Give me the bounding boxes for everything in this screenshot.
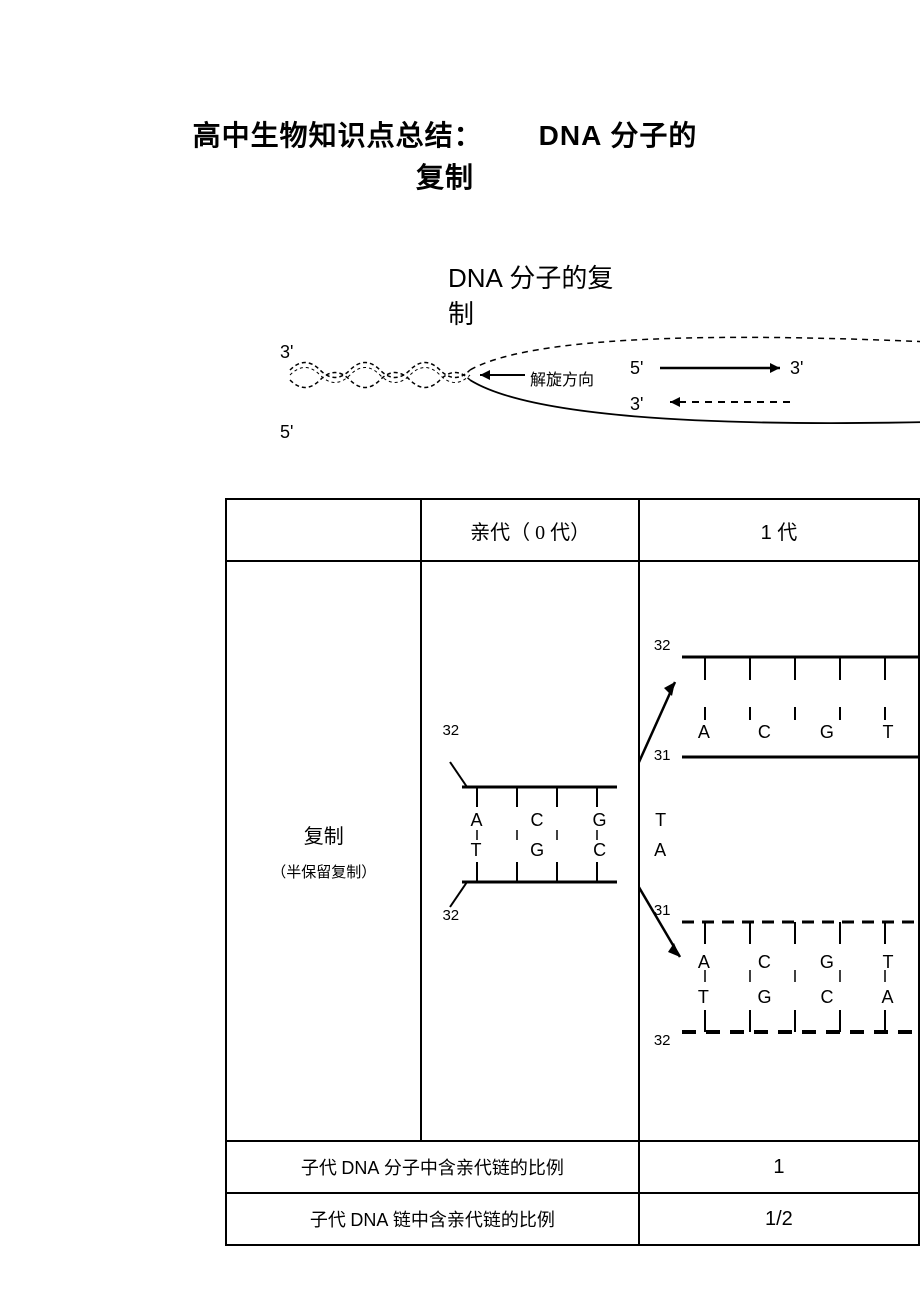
header-gen1: 1 代: [639, 499, 919, 561]
subtitle-post: 分子的复: [503, 264, 614, 293]
footer2-label: 子代 DNA 链中含亲代链的比例: [226, 1193, 639, 1245]
title-dna: DNA: [539, 120, 603, 151]
title-line2: 复制: [416, 163, 474, 194]
gen1-diagram-cell: 32 31 A C G T 31 32 A C G T T G C A: [639, 561, 919, 1141]
page-title: 高中生物知识点总结： DNA 分子的 复制: [125, 115, 765, 200]
title-prefix: 高中生物知识点总结：: [193, 121, 483, 152]
replication-table: 亲代（ 0 代） 1 代 复制 （半保留复制） 32 32: [225, 498, 920, 1246]
subtitle-line2: 制: [448, 300, 474, 329]
header-blank: [226, 499, 421, 561]
replication-label-cell: 复制 （半保留复制）: [226, 561, 421, 1141]
footer1-val: 1: [639, 1141, 919, 1193]
helix-svg: [230, 330, 920, 450]
gen1-svg: [640, 562, 920, 1142]
replication-label1: 复制: [227, 820, 420, 849]
footer2-val: 1/2: [639, 1193, 919, 1245]
footer1-label: 子代 DNA 分子中含亲代链的比例: [226, 1141, 639, 1193]
header-gen0: 亲代（ 0 代）: [421, 499, 638, 561]
subtitle: DNA 分子的复 制: [448, 260, 648, 334]
subtitle-dna: DNA: [448, 263, 503, 293]
gen0-diagram-cell: 32 32: [421, 561, 638, 1141]
helix-diagram: 3' 5' 解旋方向 5' 3' 3': [230, 330, 920, 450]
replication-label2: （半保留复制）: [227, 861, 420, 882]
title-suffix: 分子的: [602, 121, 697, 152]
